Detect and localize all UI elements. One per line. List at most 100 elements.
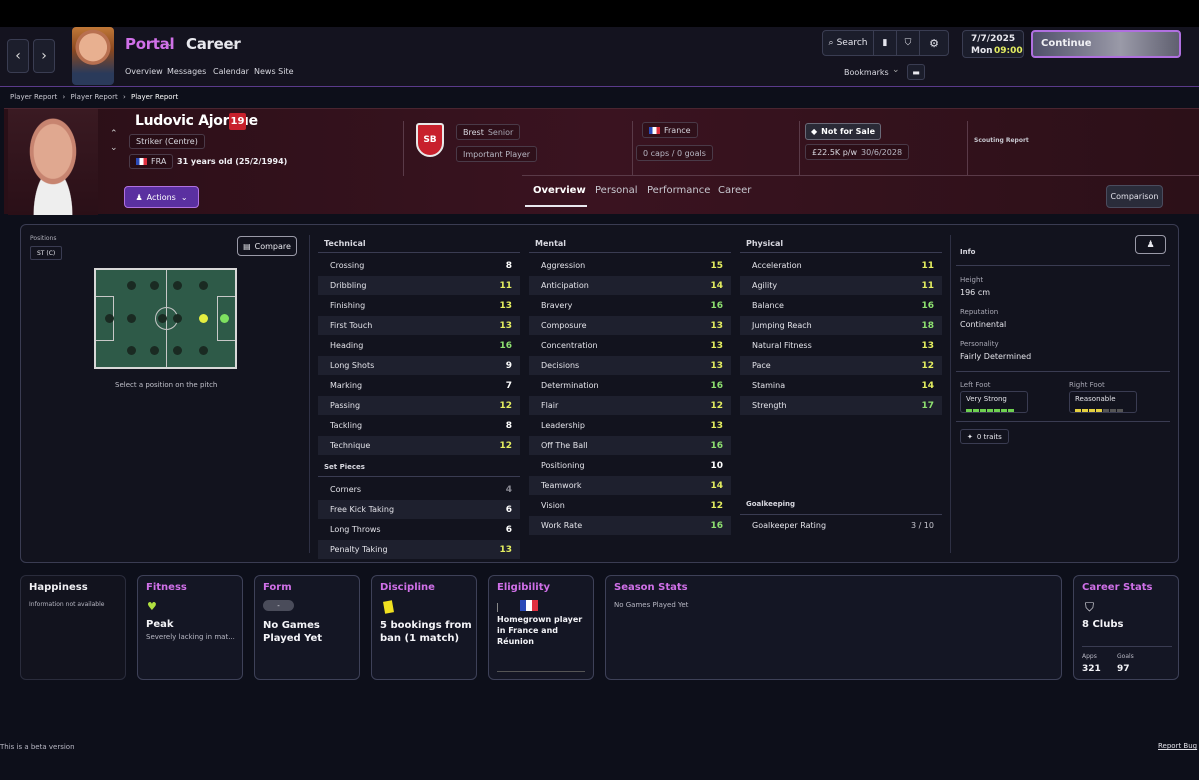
link-calendar[interactable]: Calendar — [213, 67, 249, 76]
traits-button[interactable]: ✦ 0 traits — [960, 429, 1009, 444]
position-pitch[interactable] — [94, 268, 237, 369]
attribute-value: 13 — [921, 340, 934, 351]
position-dot[interactable] — [173, 314, 182, 323]
position-dot[interactable] — [199, 281, 208, 290]
chat-button[interactable]: ▬ — [907, 64, 925, 80]
actions-button[interactable]: ♟ Actions ⌄ — [124, 186, 199, 208]
attribute-value: 16 — [710, 440, 723, 451]
position-dot[interactable] — [105, 314, 114, 323]
report-bug-link[interactable]: Report Bug — [1158, 742, 1198, 750]
bookmark-button[interactable]: ▮ — [873, 30, 897, 56]
attribute-value: 13 — [710, 340, 723, 351]
manager-avatar[interactable] — [72, 27, 114, 85]
settings-button[interactable]: ⚙ — [919, 30, 949, 56]
comparison-button[interactable]: Comparison — [1106, 185, 1163, 208]
attribute-row: Bravery 16 — [529, 296, 731, 315]
france-flag-icon — [520, 600, 538, 611]
chevron-down-icon[interactable]: ⌄ — [892, 65, 900, 75]
position-dot[interactable] — [158, 314, 167, 323]
top-black-bar — [0, 0, 1199, 27]
player-status: Important Player — [456, 146, 538, 162]
attribute-name: Concentration — [541, 341, 598, 350]
tab-performance[interactable]: Performance — [647, 185, 711, 196]
tab-personal[interactable]: Personal — [595, 185, 638, 196]
shield-icon: ⛉ — [1085, 600, 1095, 614]
divider — [632, 121, 633, 176]
breadcrumb-item[interactable]: Player Report — [10, 93, 58, 101]
transfer-status[interactable]: ◆ Not for Sale — [805, 123, 881, 140]
position-dot-selected[interactable] — [220, 314, 229, 323]
chevron-down-icon[interactable]: ⌄ — [230, 39, 238, 49]
attribute-name: Positioning — [541, 461, 585, 470]
forward-button[interactable]: › — [33, 39, 55, 73]
attribute-value: 16 — [710, 300, 723, 311]
position-dot[interactable] — [173, 281, 182, 290]
continue-button[interactable]: Continue — [1031, 30, 1181, 58]
position-dot[interactable] — [150, 281, 159, 290]
attribute-name: Technique — [330, 441, 371, 450]
career-stats-card[interactable]: Career Stats ⛉ 8 Clubs Apps Goals 321 97 — [1073, 575, 1179, 680]
eligibility-card[interactable]: Eligibility Homegrown player in France a… — [488, 575, 594, 680]
attribute-row: Teamwork 14 — [529, 476, 731, 495]
attribute-name: Acceleration — [752, 261, 802, 270]
attribute-value: 9 — [505, 360, 512, 371]
position-dot[interactable] — [199, 346, 208, 355]
compare-icon: ▤ — [243, 241, 251, 251]
link-messages[interactable]: Messages — [167, 67, 207, 76]
physical-heading: Physical — [746, 239, 784, 248]
club-button[interactable]: ⛉ — [896, 30, 920, 56]
discipline-card[interactable]: Discipline 5 bookings from ban (1 match) — [371, 575, 477, 680]
position-dot[interactable] — [127, 281, 136, 290]
date-display[interactable]: 7/7/2025 Mon 09:00 — [962, 30, 1024, 58]
position-dot[interactable] — [127, 346, 136, 355]
attribute-row: Finishing 13 — [318, 296, 520, 315]
tab-overview[interactable]: Overview — [533, 185, 586, 196]
breadcrumb-item[interactable]: Player Report — [70, 93, 118, 101]
reputation-label: Reputation — [960, 308, 999, 316]
attribute-row: Jumping Reach 18 — [740, 316, 942, 335]
link-news-site[interactable]: News Site — [254, 67, 294, 76]
career-menu[interactable]: Career — [186, 35, 241, 53]
chevron-up-icon[interactable]: ⌃ — [110, 129, 118, 139]
chevron-down-icon[interactable]: ⌄ — [110, 143, 118, 153]
link-overview[interactable]: Overview — [125, 67, 163, 76]
compare-button[interactable]: ▤ Compare — [237, 236, 297, 256]
attribute-name: Pace — [752, 361, 771, 370]
attribute-name: Agility — [752, 281, 778, 290]
club-badge[interactable]: Brest Senior — [456, 124, 521, 140]
attribute-value: 11 — [499, 280, 512, 291]
happiness-card[interactable]: Happiness Information not available — [20, 575, 126, 680]
divider — [956, 371, 1170, 372]
position-dot[interactable] — [150, 346, 159, 355]
contract-badge[interactable]: £22.5K p/w 30/6/2028 — [805, 144, 910, 160]
fitness-card[interactable]: Fitness ♥ Peak Severely lacking in mat..… — [137, 575, 243, 680]
chevron-down-icon[interactable]: ⌄ — [166, 39, 174, 49]
chevron-left-icon: ‹ — [15, 48, 21, 64]
attribute-value: 13 — [710, 360, 723, 371]
chat-icon: ▬ — [912, 67, 920, 77]
position-dot-selected[interactable] — [199, 314, 208, 323]
attribute-row: Flair 12 — [529, 396, 731, 415]
position-dot[interactable] — [127, 314, 136, 323]
pitch-hint: Select a position on the pitch — [115, 381, 218, 389]
info-toggle-button[interactable]: ♟ — [1135, 235, 1166, 254]
attribute-row: Passing 12 — [318, 396, 520, 415]
nation-badge[interactable]: France — [642, 122, 698, 138]
attribute-row: Off The Ball 16 — [529, 436, 731, 455]
portal-menu[interactable]: Portal — [125, 35, 175, 53]
attribute-name: Off The Ball — [541, 441, 588, 450]
search-button[interactable]: ⌕ Search — [822, 30, 874, 56]
divider — [522, 175, 1199, 176]
season-stats-card[interactable]: Season Stats No Games Played Yet — [605, 575, 1062, 680]
attribute-row: Acceleration 11 — [740, 256, 942, 275]
back-button[interactable]: ‹ — [7, 39, 29, 73]
bookmarks-menu[interactable]: Bookmarks — [844, 68, 889, 77]
position-dot[interactable] — [173, 346, 182, 355]
club-crest[interactable]: SB — [416, 123, 444, 157]
tab-career[interactable]: Career — [718, 185, 752, 196]
form-card[interactable]: Form - No Games Played Yet — [254, 575, 360, 680]
attribute-name: Aggression — [541, 261, 586, 270]
attribute-row: Concentration 13 — [529, 336, 731, 355]
attribute-row: Work Rate 16 — [529, 516, 731, 535]
attribute-value: 14 — [921, 380, 934, 391]
